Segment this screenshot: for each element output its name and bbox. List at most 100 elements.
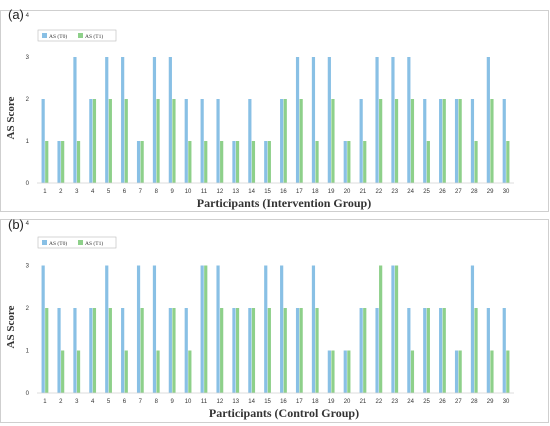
panel-a-bar-t1-p7 [140, 141, 144, 183]
panel-b-y-axis-label: AS Score [5, 305, 17, 348]
panel-a-x-tick-17: 17 [296, 189, 303, 195]
panel-b-bar-t0-p11 [200, 265, 204, 393]
panel-a-bar-t1-p29 [490, 99, 494, 183]
panel-a-bar-t0-p6 [121, 57, 125, 183]
panel-a-bar-t1-p13 [235, 141, 240, 183]
panel-a-y-axis-label: AS Score [5, 96, 17, 139]
panel-b-x-tick-25: 25 [423, 399, 430, 405]
panel-b-x-tick-18: 18 [312, 399, 319, 405]
panel-b-bar-t0-p3 [73, 308, 77, 393]
panel-a-bar-t1-p23 [394, 99, 399, 183]
panel-a-bar-t0-p12 [216, 99, 220, 183]
panel-a-bar-t0-p15 [264, 141, 268, 183]
panel-b-x-axis-label: Participants (Control Group) [209, 406, 359, 420]
panel-b-bar-t0-p23 [391, 265, 395, 393]
panel-b-bar-t0-p5 [105, 265, 109, 393]
panel-a-y-tick-2: 2 [26, 97, 30, 103]
panel-b-bar-t1-p26 [442, 308, 446, 393]
panel-b-bar-t1-p14 [251, 308, 256, 393]
panel-a-bar-t0-p13 [232, 141, 236, 183]
panel-a-bar-t1-p22 [379, 99, 383, 183]
panel-b-x-ticks: 1 2 3 4 5 6 7 8 9 10 11 12 13 14 15 16 17 18 19 20 21 22 23 24 2… [43, 399, 510, 405]
panel-a-bar-t0-p17 [295, 57, 300, 183]
panel-b-bar-t0-p13 [232, 308, 236, 393]
panel-a-legend-label-t0: AS (T0) [49, 33, 67, 40]
panel-a-bar-t0-p3 [73, 57, 77, 183]
panel-a-bar-t1-p12 [220, 141, 224, 183]
panel-a-bar-t0-p18 [311, 57, 316, 183]
panel-b-x-tick-19: 19 [328, 399, 335, 405]
panel-a-x-tick-5: 5 [107, 189, 111, 195]
panel-a-bar-t1-p18 [315, 141, 319, 183]
panel-b-bar-t1-p9 [172, 308, 176, 393]
panel-b-bar-t1-p13 [235, 308, 240, 393]
panel-b-x-tick-29: 29 [487, 399, 494, 405]
panel-a-bar-t1-p10 [188, 141, 192, 183]
panel-a-bar-t1-p17 [299, 99, 303, 183]
panel-a-x-tick-19: 19 [328, 189, 335, 195]
panel-a-y-tick-1: 1 [26, 139, 30, 145]
panel-a-x-tick-21: 21 [360, 189, 367, 195]
panel-b-x-tick-6: 6 [123, 399, 127, 405]
panel-b-y-tick-2: 2 [26, 306, 30, 312]
panel-b-x-tick-5: 5 [107, 399, 111, 405]
panel-b-x-tick-17: 17 [296, 399, 303, 405]
panel-a-bar-t1-p9 [172, 99, 176, 183]
panel-a-bar-t1-p20 [347, 141, 351, 183]
panel-b-bar-t0-p25 [423, 308, 427, 393]
panel-a-bar-t0-p2 [57, 141, 61, 183]
panel-a-bar-t1-p5 [108, 99, 112, 183]
panel-b-x-tick-27: 27 [455, 399, 462, 405]
panel-a-x-axis-label: Participants (Intervention Group) [197, 196, 371, 210]
panel-b-bar-t0-p26 [439, 308, 443, 393]
panel-a: (a) AS Score Participants (Intervention … [0, 7, 549, 212]
panel-a-x-tick-15: 15 [264, 189, 271, 195]
panel-a-x-tick-26: 26 [439, 189, 446, 195]
panel-b-bar-t1-p21 [363, 308, 367, 393]
panel-a-bar-t1-p30 [506, 141, 510, 183]
panel-a-bar-t0-p28 [470, 99, 475, 183]
panel-a-legend: AS (T0) AS (T1) [37, 29, 117, 42]
panel-b-x-tick-28: 28 [471, 399, 478, 405]
panel-b-bar-t0-p4 [89, 308, 93, 393]
panel-a-frame [0, 10, 549, 212]
panel-a-legend-box [37, 29, 117, 42]
panel-a-x-tick-1: 1 [43, 189, 47, 195]
panel-a-bar-t0-p19 [327, 57, 331, 183]
panel-a-bar-t0-p10 [184, 99, 188, 183]
panel-a-bar-t1-p6 [124, 99, 128, 183]
panel-a-bar-t0-p8 [152, 57, 157, 183]
panel-b-x-tick-20: 20 [344, 399, 351, 405]
panel-b-bar-t1-p24 [410, 350, 415, 393]
panel-a-label: (a) [8, 7, 24, 22]
panel-b-bar-t1-p19 [331, 350, 335, 393]
panel-b-x-tick-16: 16 [280, 399, 287, 405]
panel-a-bar-t1-p2 [61, 141, 65, 183]
panel-a-x-tick-24: 24 [407, 189, 414, 195]
panel-a-bar-t1-p15 [267, 141, 271, 183]
panel-a-bar-t0-p14 [248, 99, 252, 183]
panel-b-bar-t0-p19 [327, 350, 331, 393]
panel-a-bar-t0-p11 [200, 99, 204, 183]
panel-b-label: (b) [8, 217, 24, 232]
panel-a-legend-label-t1: AS (T1) [85, 33, 103, 40]
panel-a-x-tick-11: 11 [201, 189, 208, 195]
panel-a-bar-t1-p16 [283, 99, 287, 183]
panel-a-bar-t0-p7 [136, 141, 141, 183]
panel-a-bar-t1-p26 [442, 99, 446, 183]
panel-b-bar-t1-p8 [156, 350, 160, 393]
panel-b-bar-t1-p30 [506, 350, 510, 393]
panel-b-bar-t1-p27 [458, 350, 462, 393]
panel-a-x-tick-12: 12 [217, 189, 224, 195]
panel-a-bar-t0-p20 [343, 141, 347, 183]
panel-b-bar-t0-p28 [470, 265, 475, 393]
panel-a-x-tick-16: 16 [280, 189, 287, 195]
panel-a-x-tick-28: 28 [471, 189, 478, 195]
panel-a-bar-t0-p1 [41, 99, 45, 183]
panel-b-x-tick-1: 1 [43, 399, 47, 405]
panel-a-bar-t0-p9 [168, 57, 172, 183]
panel-b-bar-t1-p7 [140, 308, 144, 393]
panel-a-x-tick-20: 20 [344, 189, 351, 195]
panel-b-x-tick-10: 10 [185, 399, 192, 405]
panel-a-y-tick-4: 4 [26, 13, 30, 19]
